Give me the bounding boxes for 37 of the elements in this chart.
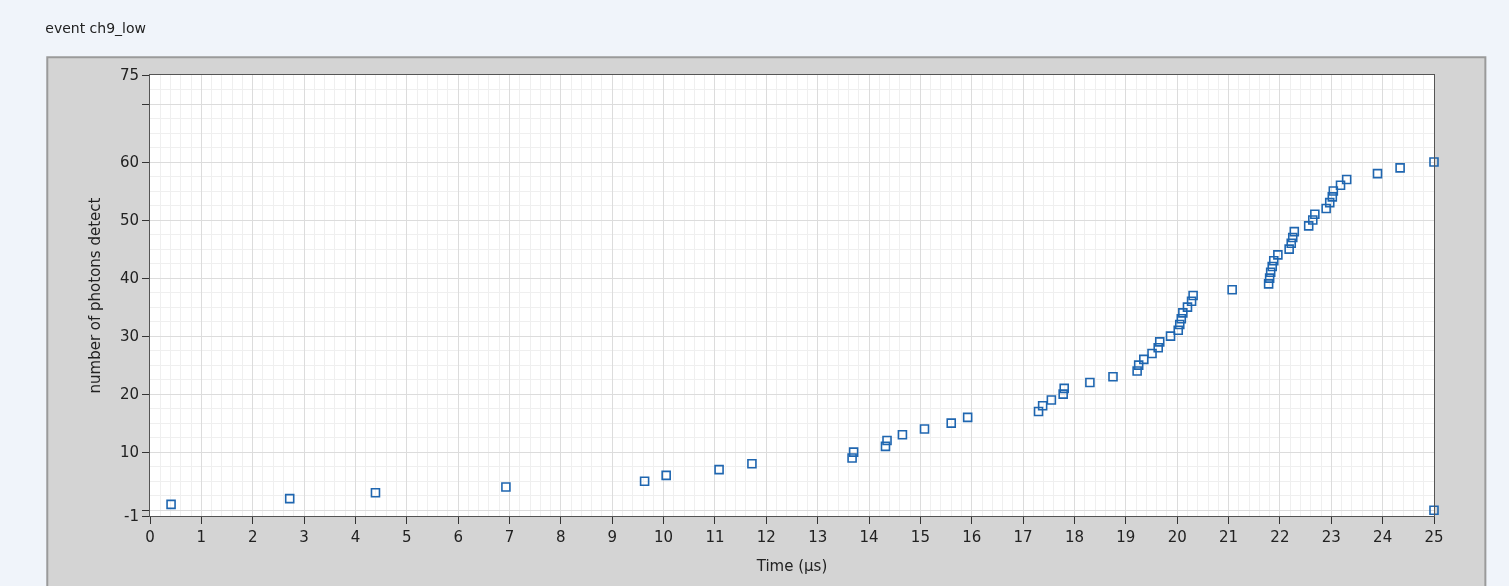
y-tick-label: 75 <box>119 66 139 85</box>
x-tick-label: 3 <box>299 528 309 546</box>
x-tick-label: 17 <box>1013 528 1033 546</box>
x-tick-label: 12 <box>756 528 776 546</box>
y-tick-label: 30 <box>119 327 139 346</box>
x-tick-label: 6 <box>453 528 463 546</box>
x-tick-label: 19 <box>1116 528 1136 546</box>
y-tick-label: 60 <box>119 153 139 172</box>
x-axis-title: Time (µs) <box>755 557 828 575</box>
y-tick-label: 10 <box>119 443 139 462</box>
x-tick-label: 2 <box>247 528 258 546</box>
x-tick-label: 4 <box>350 528 361 546</box>
x-tick-label: 16 <box>962 528 982 546</box>
x-tick-label: 0 <box>145 528 155 546</box>
y-tick-label: 40 <box>119 269 139 288</box>
x-tick-label: 21 <box>1219 528 1239 546</box>
x-tick-label: 20 <box>1167 528 1187 546</box>
x-tick-label: 15 <box>910 528 930 546</box>
x-tick-label: 22 <box>1270 528 1290 546</box>
x-tick-label: 5 <box>402 528 412 546</box>
x-tick-label: 11 <box>705 528 725 546</box>
x-tick-label: 9 <box>607 528 618 546</box>
y-tick-label: 50 <box>119 211 139 230</box>
x-tick-label: 10 <box>654 528 674 546</box>
x-tick-label: 1 <box>196 528 207 546</box>
x-tick-label: 18 <box>1064 528 1085 546</box>
x-tick-label: 25 <box>1424 528 1444 546</box>
x-tick-label: 24 <box>1373 528 1393 546</box>
chart-title: event ch9_low <box>45 20 146 37</box>
y-axis-title: number of photons detect <box>86 197 105 394</box>
y-tick-label: -1 <box>124 507 139 526</box>
x-tick-label: 13 <box>808 528 828 546</box>
x-tick-label: 7 <box>504 528 515 546</box>
x-tick-label: 14 <box>859 528 879 546</box>
y-tick-label: 20 <box>119 385 139 404</box>
x-tick-label: 8 <box>556 528 566 546</box>
x-tick-label: 23 <box>1321 528 1341 546</box>
